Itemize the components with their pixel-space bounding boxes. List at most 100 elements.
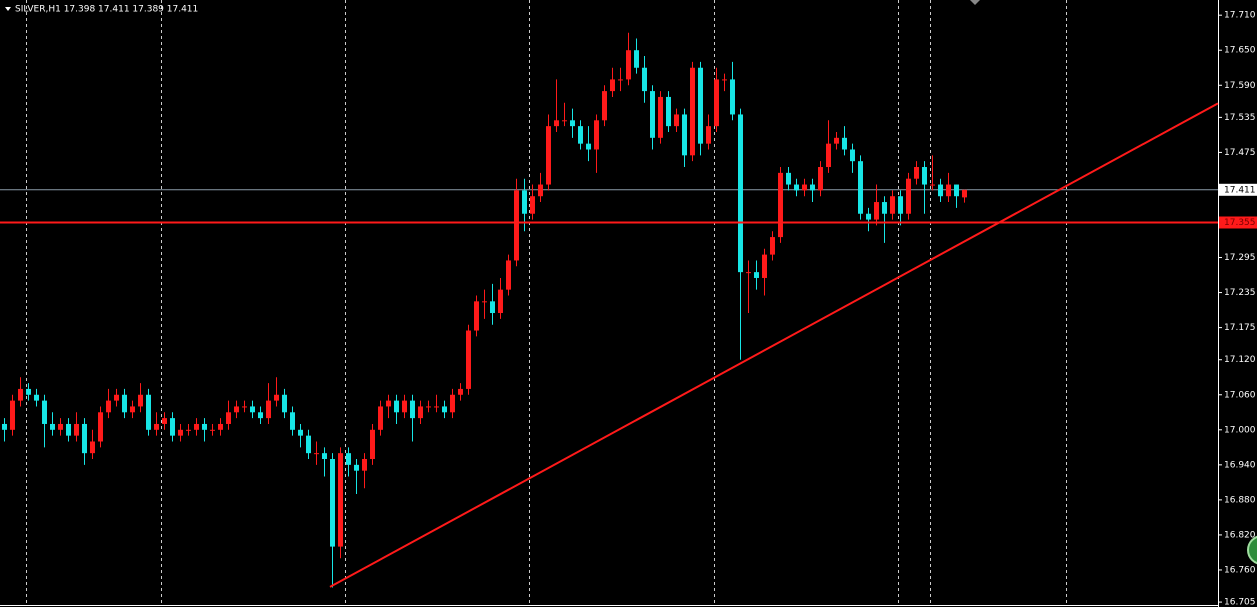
candle-body <box>322 453 327 460</box>
current-price-box <box>1219 183 1257 196</box>
candle-body <box>506 260 511 290</box>
y-tick-label: 17.175 <box>1224 323 1256 333</box>
candle-body <box>554 120 559 127</box>
y-tick-label: 16.880 <box>1224 495 1256 505</box>
candle-body <box>818 167 823 191</box>
candle-body <box>826 143 831 168</box>
candle-body <box>674 114 679 127</box>
y-tick-label: 16.705 <box>1224 598 1256 607</box>
candle-body <box>106 400 111 413</box>
candle-body <box>330 459 335 547</box>
candle-body <box>266 400 271 419</box>
y-tick-label: 16.940 <box>1224 460 1256 470</box>
candle-body <box>306 435 311 454</box>
candle-body <box>122 394 127 413</box>
candle-body <box>162 418 167 424</box>
candle-body <box>530 196 535 214</box>
candle-body <box>338 453 343 547</box>
y-tick-label: 17.000 <box>1224 425 1256 435</box>
y-tick-label: 16.760 <box>1224 565 1256 575</box>
level-price-label: 17.355 <box>1224 218 1256 228</box>
candle-body <box>866 213 871 220</box>
candle-body <box>546 126 551 185</box>
candle-body <box>730 79 735 115</box>
candle-body <box>858 161 863 214</box>
candle-body <box>466 330 471 389</box>
candle-body <box>834 137 839 144</box>
candle-body <box>538 184 543 197</box>
candle-body <box>562 120 567 122</box>
current-price-label: 17.411 <box>1224 185 1256 195</box>
candle-body <box>650 91 655 138</box>
candle-body <box>450 394 455 413</box>
candle-body <box>786 172 791 185</box>
shift-marker[interactable] <box>970 0 980 5</box>
candle-body <box>770 237 775 255</box>
candle-body <box>114 394 119 401</box>
candle-body <box>682 114 687 156</box>
candle-body <box>258 412 263 419</box>
candle-body <box>242 406 247 408</box>
candle-body <box>746 272 751 274</box>
candle-body <box>274 394 279 401</box>
candle-body <box>578 126 583 144</box>
candle-body <box>90 441 95 454</box>
candle-body <box>842 137 847 150</box>
candle-body <box>154 423 159 430</box>
candle-body <box>618 79 623 81</box>
candle-body <box>474 301 479 331</box>
candle-body <box>698 67 703 144</box>
candle-body <box>930 184 935 186</box>
candle-body <box>138 394 143 407</box>
candle-body <box>442 406 447 413</box>
candle-body <box>314 453 319 455</box>
candle-body <box>58 423 63 430</box>
candle-body <box>810 184 815 191</box>
y-tick-label: 17.475 <box>1224 148 1256 158</box>
y-tick-label: 17.590 <box>1224 81 1256 91</box>
candle-body <box>962 189 967 198</box>
candle-body <box>2 423 7 430</box>
candle-body <box>722 79 727 81</box>
candle-body <box>98 412 103 442</box>
candle-body <box>178 429 183 436</box>
candle-body <box>234 406 239 413</box>
candle-body <box>50 423 55 430</box>
candle-body <box>690 67 695 156</box>
candle-body <box>850 149 855 162</box>
candle-body <box>522 190 527 214</box>
candle-body <box>354 464 359 471</box>
candle-body <box>586 143 591 150</box>
y-tick-label: 17.120 <box>1224 355 1256 365</box>
candle-body <box>714 79 719 127</box>
candle-body <box>634 50 639 68</box>
candle-body <box>202 423 207 430</box>
candle-body <box>218 423 223 430</box>
candle-body <box>498 289 503 314</box>
candle-body <box>890 196 895 214</box>
candle-body <box>458 388 463 395</box>
candle-body <box>594 120 599 150</box>
candle-body <box>402 400 407 413</box>
candle-body <box>418 406 423 419</box>
candle-body <box>170 418 175 436</box>
y-tick-label: 17.295 <box>1224 253 1256 263</box>
y-tick-label: 17.710 <box>1224 11 1256 21</box>
candle-body <box>922 167 927 185</box>
candle-body <box>706 126 711 144</box>
candle-body <box>82 423 87 454</box>
candle-body <box>898 196 903 214</box>
candle-body <box>18 388 23 401</box>
candle-body <box>346 453 351 465</box>
trendline <box>329 102 1219 588</box>
candle-body <box>378 406 383 430</box>
candle-body <box>410 400 415 419</box>
candle-body <box>666 96 671 127</box>
candle-body <box>482 301 487 303</box>
candle-body <box>802 184 807 191</box>
candle-body <box>130 406 135 413</box>
candle-body <box>298 429 303 436</box>
menu-arrow[interactable] <box>5 7 11 11</box>
candle-body <box>362 459 367 471</box>
